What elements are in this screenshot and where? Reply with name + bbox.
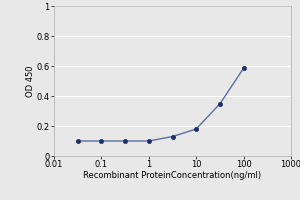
Y-axis label: OD 450: OD 450 <box>26 65 35 97</box>
X-axis label: Recombinant ProteinConcentration(ng/ml): Recombinant ProteinConcentration(ng/ml) <box>83 171 262 180</box>
